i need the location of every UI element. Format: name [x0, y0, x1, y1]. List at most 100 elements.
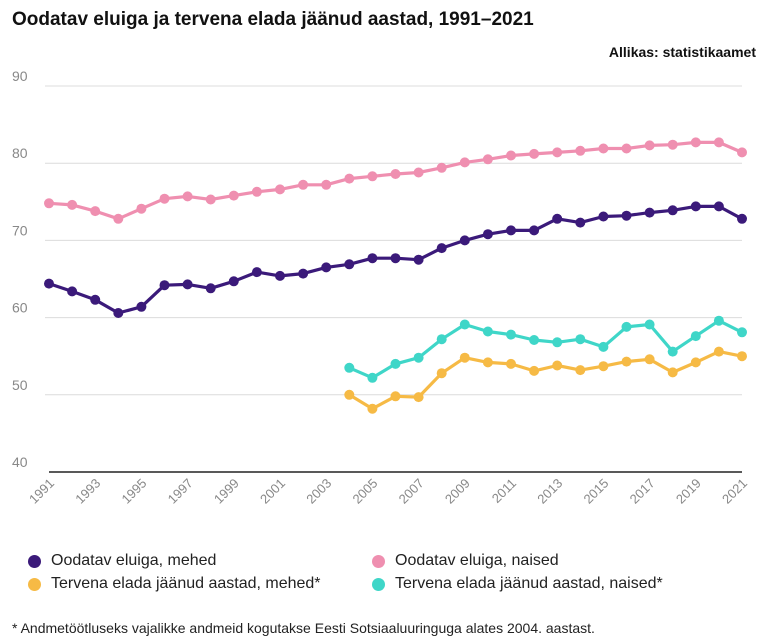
data-point-series2-2014	[575, 365, 586, 376]
data-point-series0-2009	[459, 235, 470, 246]
data-point-series1-2009	[459, 157, 470, 168]
data-point-series2-2006	[390, 391, 401, 402]
data-point-series1-2011	[506, 150, 516, 161]
data-point-series1-2019	[690, 137, 701, 148]
data-point-series0-2001	[275, 270, 285, 281]
data-point-series3-2012	[529, 335, 540, 345]
legend-item-healthy-women: Tervena elada jäänud aastad, naised*	[372, 575, 663, 593]
data-point-series1-1993	[90, 206, 101, 217]
y-tick-label: 90	[12, 68, 28, 84]
data-point-series1-2012	[529, 148, 540, 159]
data-point-series2-2007	[413, 392, 424, 403]
series-line-1	[47, 140, 744, 221]
data-point-series2-2005	[367, 403, 378, 414]
data-point-series1-2007	[413, 167, 424, 178]
x-tick-label: 1997	[165, 476, 196, 507]
footnote: * Andmetöötluseks vajalikke andmeid kogu…	[12, 620, 595, 636]
data-point-series2-2020	[713, 346, 724, 357]
data-point-series1-1991	[44, 198, 54, 209]
data-point-series1-1994	[113, 213, 124, 224]
data-point-series0-2017	[644, 207, 655, 218]
x-tick-label: 2007	[396, 476, 427, 507]
legend-swatch-healthy-men	[28, 577, 41, 591]
data-point-series1-1998	[205, 194, 216, 205]
x-tick-label: 2015	[580, 476, 611, 507]
data-point-series1-1997	[182, 191, 193, 202]
data-point-series1-2013	[552, 147, 563, 158]
x-tick-label: 1995	[118, 476, 149, 507]
x-tick-label: 1993	[72, 476, 103, 507]
data-point-series1-2010	[482, 154, 493, 165]
data-point-series1-2006	[390, 169, 401, 179]
data-point-series3-2021	[737, 327, 747, 338]
data-point-series1-2002	[298, 179, 309, 190]
y-tick-label: 60	[12, 300, 28, 316]
data-point-series1-1996	[159, 193, 170, 204]
data-point-series1-2008	[436, 162, 447, 173]
x-tick-label: 2021	[719, 476, 750, 507]
data-point-series3-2016	[621, 321, 632, 332]
data-point-series0-2021	[737, 213, 747, 224]
data-point-series3-2009	[459, 319, 470, 330]
data-point-series0-1998	[205, 283, 216, 294]
data-point-series1-2017	[644, 140, 655, 151]
data-point-series1-2004	[344, 173, 355, 184]
x-tick-label: 2017	[627, 476, 658, 507]
data-point-series2-2011	[506, 358, 516, 369]
data-point-series3-2008	[436, 334, 447, 345]
legend-swatch-healthy-women	[372, 577, 385, 591]
line-chart: 40 50 60 70 80 90 1991 1993 1995 1997 1999 2001 2003…	[12, 68, 750, 507]
data-point-series3-2010	[482, 326, 493, 337]
data-point-series3-2005	[367, 372, 378, 383]
data-point-series2-2010	[482, 357, 493, 368]
legend-label: Oodatav eluiga, mehed	[51, 552, 217, 569]
data-point-series0-2000	[251, 267, 262, 278]
y-tick-label: 50	[12, 377, 28, 393]
data-point-series0-2006	[390, 253, 401, 264]
data-point-series0-2013	[552, 213, 563, 224]
x-tick-label: 1999	[211, 476, 242, 507]
data-point-series0-2011	[506, 225, 516, 236]
legend-item-life-men: Oodatav eluiga, mehed	[28, 552, 216, 570]
data-point-series1-2021	[737, 147, 747, 158]
data-point-series0-1994	[113, 308, 124, 318]
data-point-series3-2015	[598, 341, 609, 352]
data-point-series0-2016	[621, 210, 632, 221]
x-tick-label: 2005	[349, 476, 380, 507]
data-point-series3-2014	[575, 334, 586, 345]
data-point-series0-1992	[67, 286, 78, 297]
x-tick-label: 2013	[534, 476, 565, 507]
data-point-series2-2017	[644, 354, 655, 365]
legend-swatch-life-men	[28, 554, 41, 568]
data-point-series2-2008	[436, 368, 447, 379]
data-point-series0-2014	[575, 217, 586, 228]
data-point-series3-2020	[713, 315, 724, 326]
data-point-series1-2005	[367, 171, 378, 182]
x-tick-label: 2011	[489, 476, 519, 506]
data-point-series0-1993	[90, 294, 101, 305]
data-point-series1-2015	[598, 143, 609, 154]
data-point-series0-1995	[136, 301, 147, 312]
data-point-series0-2003	[321, 262, 332, 273]
data-point-series0-2005	[367, 253, 378, 264]
data-point-series0-1999	[228, 276, 239, 287]
data-point-series2-2013	[552, 360, 563, 371]
data-point-series0-2019	[690, 201, 701, 212]
data-point-series2-2016	[621, 356, 632, 367]
data-point-series2-2012	[529, 365, 540, 376]
data-point-series0-2004	[344, 259, 355, 270]
data-point-series0-2012	[529, 225, 540, 236]
legend-item-life-women: Oodatav eluiga, naised	[372, 552, 559, 570]
data-point-series0-2007	[413, 254, 424, 265]
x-tick-label: 1991	[26, 476, 57, 507]
chart-title: Oodatav eluiga ja tervena elada jäänud a…	[12, 9, 534, 30]
data-point-series3-2007	[413, 352, 424, 363]
data-point-series3-2013	[552, 337, 563, 348]
legend-swatch-life-women	[372, 554, 385, 568]
data-point-series1-2014	[575, 145, 586, 156]
data-point-series0-1996	[159, 280, 170, 291]
data-point-series3-2006	[390, 358, 401, 369]
y-tick-label: 70	[12, 222, 28, 238]
x-tick-label: 2001	[257, 476, 288, 507]
data-point-series3-2011	[506, 329, 516, 340]
